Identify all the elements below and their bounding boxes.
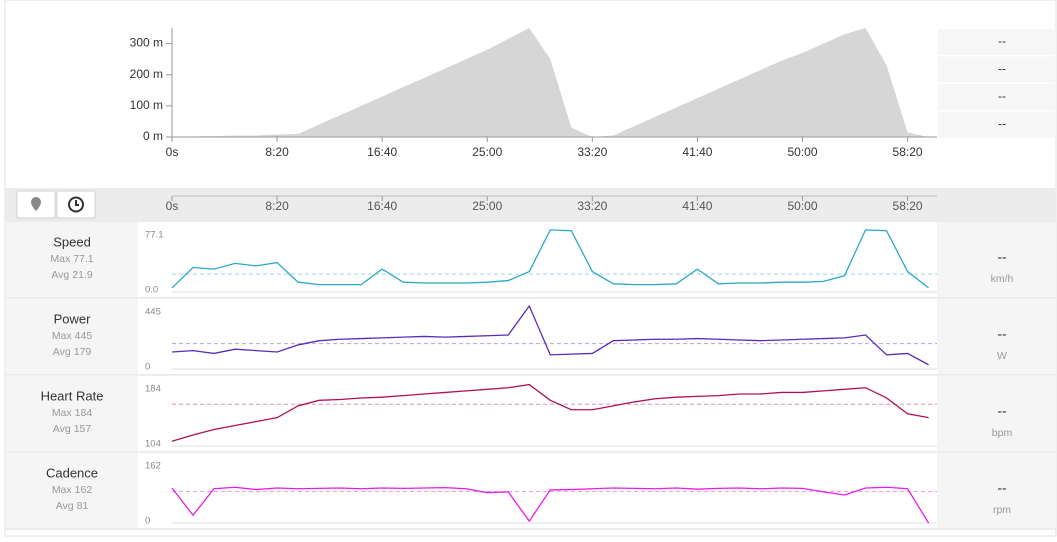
metric-name: Power [54,311,92,326]
readout: -- [998,117,1006,131]
readout: -- [998,62,1006,76]
metric-line [171,486,930,524]
y-tick-label: 100 m [130,98,163,112]
timeline-label: 0s [166,199,179,213]
timeline-label: 58:20 [893,199,923,213]
x-tick-label: 41:40 [682,145,712,159]
x-tick-label: 0s [166,145,179,159]
x-tick-label: 25:00 [472,145,502,159]
metric-unit: bpm [992,427,1013,439]
metric-stat: Avg 21.9 [51,269,93,281]
metric-stat: Max 77.1 [50,253,93,265]
clock-icon [68,196,84,213]
metric-line [171,304,929,366]
timeline-label: 8:20 [265,199,289,213]
metric-stat: Avg 157 [53,423,92,435]
x-tick-label: 50:00 [787,145,817,159]
timeline-label: 41:40 [682,199,712,213]
y-tick-label: 445 [145,307,161,318]
metric-unit: W [997,350,1007,362]
x-tick-label: 8:20 [265,145,289,159]
readout-box [938,111,1056,138]
y-tick-label: 104 [145,439,161,450]
pin-icon [31,197,41,211]
metric-readout: -- [997,403,1007,419]
clock-hands [75,200,79,206]
y-tick-label: 300 m [130,36,163,50]
metric-stat: Avg 179 [53,346,92,358]
metric-stat: Avg 81 [56,500,89,512]
metric-name: Speed [53,234,91,249]
plot-bg [138,376,937,451]
x-tick-label: 58:20 [893,145,923,159]
y-tick-label: 0 [145,516,150,527]
metric-readout: -- [997,249,1007,265]
y-tick-label: 184 [145,384,161,395]
metric-name: Heart Rate [41,388,104,403]
metric-stat: Max 445 [52,330,93,342]
toolbar [5,188,1056,222]
y-tick-label: 77.1 [145,230,164,241]
metric-name: Cadence [46,465,98,480]
metric-readout: -- [997,480,1007,496]
readout: -- [998,89,1006,103]
readout-box [938,56,1056,83]
plot-bg [138,222,937,297]
timeline-label: 33:20 [577,199,607,213]
y-tick-label: 0 [145,362,150,373]
timeline-label: 50:00 [787,199,817,213]
timeline-label: 25:00 [472,199,502,213]
metric-line [171,229,929,289]
metric-line [171,383,929,442]
metric-unit: rpm [993,504,1011,516]
metric-stat: Max 184 [52,407,93,419]
metric-stat: Max 162 [52,484,93,496]
readout-box [938,29,1056,55]
readout: -- [998,34,1006,48]
metric-readout: -- [997,326,1007,342]
x-tick-label: 33:20 [577,145,607,159]
y-tick-label: 200 m [130,67,163,81]
plot-bg [138,453,937,528]
timeline-label: 16:40 [367,199,397,213]
y-tick-label: 0 m [143,129,163,143]
y-tick-label: 162 [145,461,161,472]
plot-bg [138,299,937,374]
elevation-area [172,28,929,137]
y-tick-label: 0.0 [145,285,158,296]
metric-unit: km/h [991,273,1014,285]
readout-box [938,84,1056,110]
x-tick-label: 16:40 [367,145,397,159]
